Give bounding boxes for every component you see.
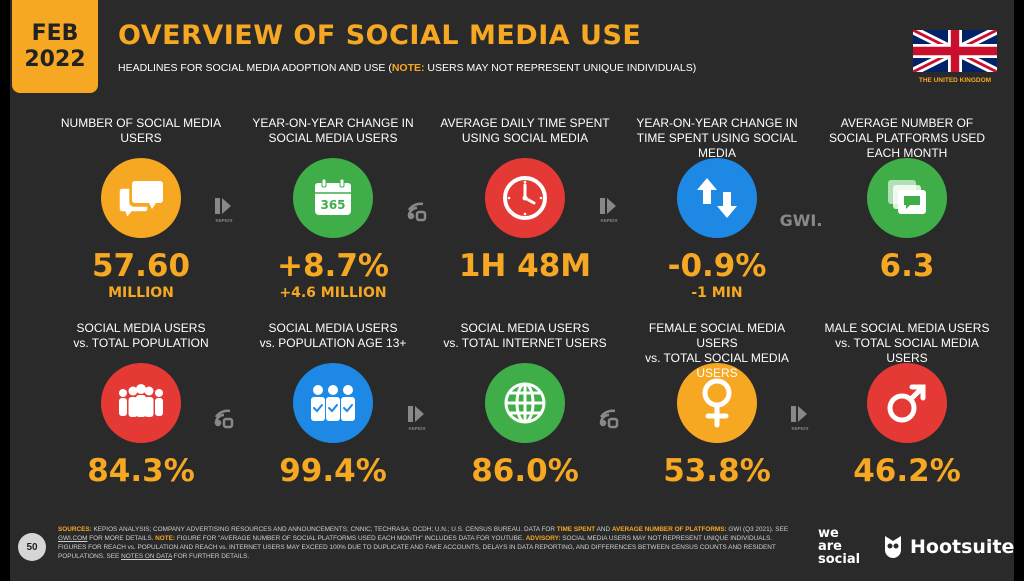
stat-label-line1: MALE SOCIAL MEDIA USERS [824,321,990,335]
page-number: 50 [18,533,46,561]
stat-label-line1: SOCIAL MEDIA USERS [76,321,206,335]
notes-on-data-link[interactable]: NOTES ON DATA [121,553,173,560]
stat-label: FEMALE SOCIAL MEDIA USERS vs. TOTAL SOCIA… [632,321,802,380]
stat-label-line2: vs. TOTAL SOCIAL MEDIA USERS [645,351,789,380]
stat-value: 84.3% [87,453,195,489]
stat-users-vs-population: SOCIAL MEDIA USERS vs. TOTAL POPULATION 8… [56,321,226,489]
globe-icon [485,363,565,443]
stat-value: 1H 48M [458,248,592,284]
uk-flag-icon [913,30,997,72]
hootsuite-logo: Hootsuite [882,534,1014,560]
stat-label: SOCIAL MEDIA USERS vs. TOTAL INTERNET USE… [440,321,610,353]
kepios-logo: KEPIOS [785,404,815,431]
svg-text:365: 365 [320,198,345,212]
stat-value: -0.9% [667,248,767,284]
stat-label: SOCIAL MEDIA USERS vs. POPULATION AGE 13+ [248,321,418,353]
clock-icon [485,158,565,238]
stat-label-line1: SOCIAL MEDIA USERS [460,321,590,335]
stat-users-vs-internet: SOCIAL MEDIA USERS vs. TOTAL INTERNET USE… [440,321,610,489]
datareportal-icon [209,407,239,431]
stat-value: 53.8% [663,453,771,489]
stat-label: AVERAGE DAILY TIME SPENT USING SOCIAL ME… [440,116,610,145]
chat-bubbles-icon [101,158,181,238]
stat-sub: MILLION [108,285,174,301]
we-are-social-logo: we are social [818,526,861,567]
stat-social-media-users: NUMBER OF SOCIAL MEDIA USERS 57.60 MILLI… [56,116,226,302]
stat-female-users: FEMALE SOCIAL MEDIA USERS vs. TOTAL SOCIA… [632,321,802,489]
owl-icon [885,536,901,558]
kepios-logo: KEPIOS [594,196,624,223]
country-label: THE UNITED KINGDOM [918,77,992,84]
calendar-365-icon: 365 [293,158,373,238]
stat-male-users: MALE SOCIAL MEDIA USERS vs. TOTAL SOCIAL … [822,321,992,489]
stat-label: SOCIAL MEDIA USERS vs. TOTAL POPULATION [56,321,226,353]
stat-yoy-time: YEAR-ON-YEAR CHANGE IN TIME SPENT USING … [632,116,802,302]
stat-label: MALE SOCIAL MEDIA USERS vs. TOTAL SOCIAL … [822,321,992,365]
stat-sub: +4.6 MILLION [279,285,387,301]
gwi-logo: GWI. [779,211,823,230]
stat-label: YEAR-ON-YEAR CHANGE IN TIME SPENT USING … [636,116,798,160]
stat-sub: -1 MIN [691,285,743,301]
kepios-logo: KEPIOS [402,404,432,431]
female-symbol-icon [677,363,757,443]
stat-value: 86.0% [471,453,579,489]
stat-label: NUMBER OF SOCIAL MEDIA USERS [60,116,222,145]
date-badge: FEB 2022 [12,0,98,93]
date-year: 2022 [24,46,86,72]
stat-value: 46.2% [853,453,961,489]
subtitle-main: HEADLINES FOR SOCIAL MEDIA ADOPTION AND … [118,62,392,74]
stat-yoy-users: YEAR-ON-YEAR CHANGE IN SOCIAL MEDIA USER… [248,116,418,302]
date-month: FEB [31,20,79,46]
stat-value: 99.4% [279,453,387,489]
stat-label-line1: SOCIAL MEDIA USERS [268,321,398,335]
stat-value: 6.3 [879,248,935,284]
stat-label-line2: vs. POPULATION AGE 13+ [259,336,407,350]
stat-label: YEAR-ON-YEAR CHANGE IN SOCIAL MEDIA USER… [252,116,414,145]
page-subtitle: HEADLINES FOR SOCIAL MEDIA ADOPTION AND … [118,62,696,74]
page-title: OVERVIEW OF SOCIAL MEDIA USE [118,20,642,51]
stat-value: +8.7% [277,248,389,284]
stat-users-vs-population-13: SOCIAL MEDIA USERS vs. POPULATION AGE 13+… [248,321,418,489]
stat-label-line2: vs. TOTAL INTERNET USERS [443,336,607,350]
stat-label-line2: vs. TOTAL SOCIAL MEDIA USERS [835,336,979,365]
crowd-icon [101,363,181,443]
stat-label-line2: vs. TOTAL POPULATION [73,336,209,350]
kepios-logo: KEPIOS [209,196,239,223]
datareportal-icon [402,200,432,224]
slide: FEB 2022 OVERVIEW OF SOCIAL MEDIA USE HE… [10,0,1014,581]
stat-label: AVERAGE NUMBER OF SOCIAL PLATFORMS USED … [828,116,986,160]
stat-value: 57.60 [91,248,191,284]
stat-daily-time: AVERAGE DAILY TIME SPENT USING SOCIAL ME… [440,116,610,284]
stacked-windows-icon [867,158,947,238]
subtitle-note-label: NOTE: [391,62,425,74]
datareportal-icon [594,407,624,431]
sources-label: SOURCES: [58,526,92,533]
people-check-icon [293,363,373,443]
gwi-link[interactable]: GWI.COM [58,535,88,542]
stat-avg-platforms: AVERAGE NUMBER OF SOCIAL PLATFORMS USED … [822,116,992,284]
subtitle-note-text: USERS MAY NOT REPRESENT UNIQUE INDIVIDUA… [424,62,697,74]
stat-label-line1: FEMALE SOCIAL MEDIA USERS [648,321,786,350]
up-down-arrows-icon [677,158,757,238]
male-symbol-icon [867,363,947,443]
footer-sources: SOURCES: KEPIOS ANALYSIS; COMPANY ADVERT… [58,526,789,560]
